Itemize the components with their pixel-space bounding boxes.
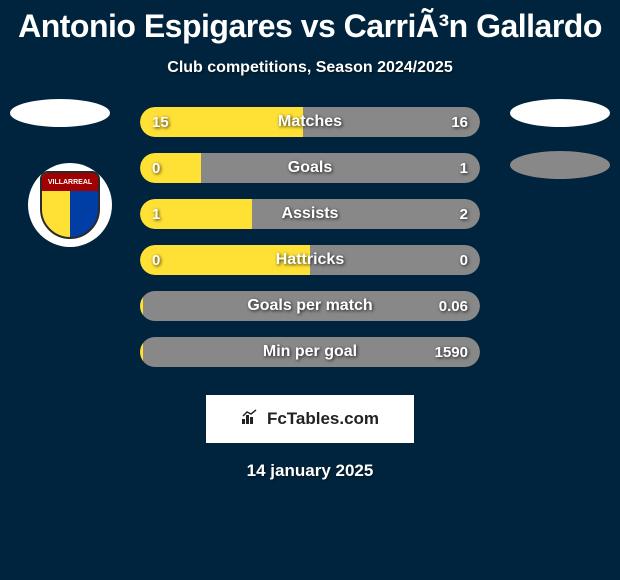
stat-value-right: 0.06 [439, 291, 468, 321]
brand-box: FcTables.com [206, 395, 414, 443]
stat-row: Assists1 2 [140, 199, 480, 229]
date-text: 14 january 2025 [0, 461, 620, 481]
stat-row: Goals0 1 [140, 153, 480, 183]
player1-marker [10, 99, 110, 127]
stat-value-left: 0 [152, 153, 160, 183]
stat-row: Matches15 16 [140, 107, 480, 137]
player2-marker [510, 99, 610, 127]
stat-value-right: 1590 [435, 337, 468, 367]
player2-marker-alt [510, 151, 610, 179]
stat-label: Matches [140, 107, 480, 137]
chart-icon [241, 409, 261, 430]
stat-value-left: 1 [152, 199, 160, 229]
stat-label: Hattricks [140, 245, 480, 275]
page-title: Antonio Espigares vs CarriÃ³n Gallardo [0, 0, 620, 45]
stat-value-right: 0 [460, 245, 468, 275]
stat-label: Min per goal [140, 337, 480, 367]
stat-value-right: 1 [460, 153, 468, 183]
stat-value-left: 15 [152, 107, 169, 137]
brand-text: FcTables.com [267, 409, 379, 429]
club-badge: VILLARREAL [28, 163, 112, 247]
subtitle: Club competitions, Season 2024/2025 [0, 59, 620, 77]
stat-row: Goals per match0.06 [140, 291, 480, 321]
comparison-chart: VILLARREAL Matches1516Goals01Assists12Ha… [0, 107, 620, 387]
stat-value-right: 16 [451, 107, 468, 137]
stat-value-right: 2 [460, 199, 468, 229]
stat-value-left: 0 [152, 245, 160, 275]
stat-row: Min per goal1590 [140, 337, 480, 367]
stat-label: Assists [140, 199, 480, 229]
badge-shield-icon: VILLARREAL [40, 171, 100, 239]
stat-row: Hattricks0 0 [140, 245, 480, 275]
stat-label: Goals per match [140, 291, 480, 321]
badge-text: VILLARREAL [42, 173, 98, 191]
stat-label: Goals [140, 153, 480, 183]
